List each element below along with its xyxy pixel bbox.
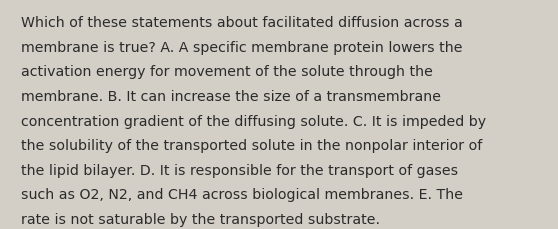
Text: such as O2, N2, and CH4 across biological membranes. E. The: such as O2, N2, and CH4 across biologica… bbox=[21, 188, 463, 202]
Text: activation energy for movement of the solute through the: activation energy for movement of the so… bbox=[21, 65, 433, 79]
Text: the solubility of the transported solute in the nonpolar interior of: the solubility of the transported solute… bbox=[21, 139, 483, 153]
Text: concentration gradient of the diffusing solute. C. It is impeded by: concentration gradient of the diffusing … bbox=[21, 114, 487, 128]
Text: membrane is true? A. A specific membrane protein lowers the: membrane is true? A. A specific membrane… bbox=[21, 41, 463, 55]
Text: Which of these statements about facilitated diffusion across a: Which of these statements about facilita… bbox=[21, 16, 463, 30]
Text: rate is not saturable by the transported substrate.: rate is not saturable by the transported… bbox=[21, 212, 380, 226]
Text: the lipid bilayer. D. It is responsible for the transport of gases: the lipid bilayer. D. It is responsible … bbox=[21, 163, 458, 177]
Text: membrane. B. It can increase the size of a transmembrane: membrane. B. It can increase the size of… bbox=[21, 90, 441, 104]
